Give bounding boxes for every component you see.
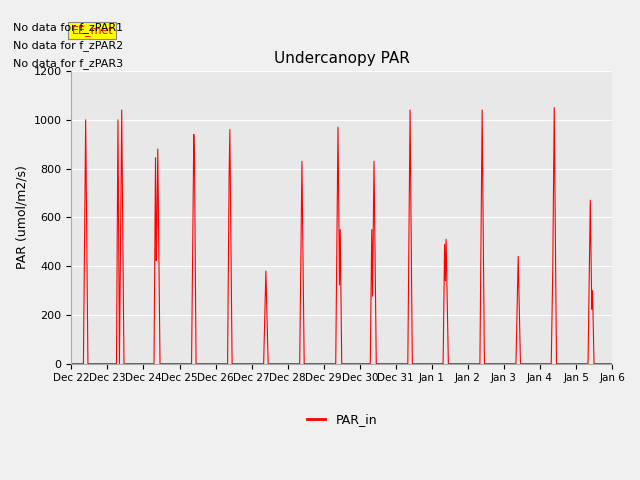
- Title: Undercanopy PAR: Undercanopy PAR: [274, 51, 410, 66]
- Text: EE_met: EE_met: [72, 25, 113, 36]
- Legend: PAR_in: PAR_in: [301, 408, 382, 431]
- Y-axis label: PAR (umol/m2/s): PAR (umol/m2/s): [15, 166, 28, 269]
- Text: No data for f_zPAR1: No data for f_zPAR1: [13, 22, 123, 33]
- Text: No data for f_zPAR2: No data for f_zPAR2: [13, 40, 123, 51]
- Text: No data for f_zPAR3: No data for f_zPAR3: [13, 58, 123, 69]
